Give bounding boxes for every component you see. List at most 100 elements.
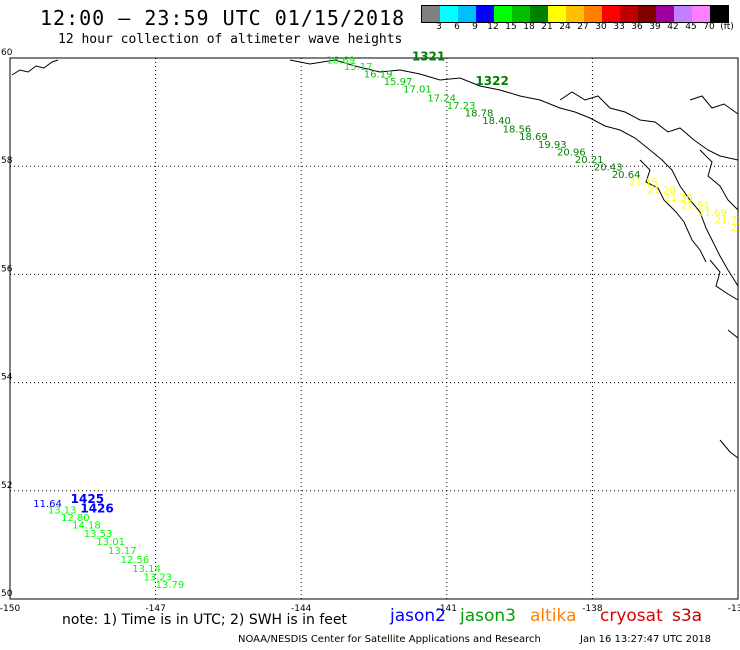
pass-number-label: 1322 (475, 74, 508, 88)
color-scale-label: 24 (559, 22, 571, 32)
wave-height-value: 13.01 (96, 537, 125, 548)
coastline-segment (719, 439, 739, 459)
wave-height-value: 13.17 (108, 546, 137, 557)
wave-height-value: 12.80 (61, 513, 90, 524)
satellite-legend-item: jason3 (460, 606, 516, 626)
page-title: 12:00 – 23:59 UTC 01/15/2018 (40, 6, 406, 30)
color-scale-label: 42 (667, 22, 679, 32)
coastline-segment (727, 329, 739, 339)
color-swatch (656, 6, 674, 22)
color-scale-label: 39 (649, 22, 661, 32)
color-scale-label: 70 (703, 22, 715, 32)
wave-height-value: 17.24 (427, 93, 456, 104)
satellite-legend-item: altika (530, 606, 577, 626)
satellite-legend-item: jason2 (390, 606, 446, 626)
footer-note: note: 1) Time is in UTC; 2) SWH is in fe… (62, 612, 348, 628)
pass-number-label: 1425 (71, 492, 104, 506)
color-swatch (512, 6, 530, 22)
color-swatch (566, 6, 584, 22)
page-subtitle: 12 hour collection of altimeter wave hei… (58, 32, 403, 47)
wave-height-value: 18.69 (519, 132, 548, 143)
wave-height-value: 16.69 (326, 55, 355, 66)
lon-tick-label: -144 (291, 604, 312, 614)
color-scale-label: 30 (595, 22, 607, 32)
color-scale-label: 21 (541, 22, 553, 32)
color-scale-label: 45 (685, 22, 697, 32)
lat-tick-label: 54 (1, 373, 13, 383)
color-swatch (548, 6, 566, 22)
wave-height-value: 18.56 (503, 125, 532, 136)
pass-number-label: 1426 (80, 501, 113, 515)
color-swatch (530, 6, 548, 22)
wave-height-labels: 16.6915.1716.1915.9717.0117.2417.2318.78… (33, 50, 740, 591)
color-swatch (458, 6, 476, 22)
coastline-segment (639, 159, 707, 263)
wave-height-value: 12.56 (121, 555, 150, 566)
coastline-segment (289, 59, 739, 287)
color-swatch (638, 6, 656, 22)
color-scale-label: 9 (472, 22, 478, 32)
color-scale-label: 18 (523, 22, 535, 32)
wave-height-value: 14.18 (72, 521, 101, 532)
color-swatch (422, 6, 440, 22)
graticule-grid (9, 57, 739, 600)
wave-height-value: 21.51 (681, 200, 710, 211)
wave-height-value: 21.15 (629, 178, 658, 189)
coastline-segment (559, 91, 739, 161)
wave-height-value: 21.69 (698, 208, 727, 219)
coastline-segment (709, 259, 739, 301)
wave-height-value: 13.79 (156, 580, 185, 591)
satellite-legend-item: s3a (672, 606, 703, 626)
color-scale-label: 27 (577, 22, 589, 32)
lon-tick-label: -147 (145, 604, 165, 614)
wave-height-value: 16.19 (364, 69, 393, 80)
coastline-segment (699, 149, 739, 211)
lat-tick-label: 58 (1, 156, 13, 166)
color-swatch (476, 6, 494, 22)
color-scale-label: (ft) (720, 22, 734, 32)
map-frame (9, 57, 739, 600)
wave-height-value: 15.97 (384, 77, 413, 88)
wave-height-value: 17.01 (403, 85, 432, 96)
color-scale-label: 15 (505, 22, 517, 32)
color-swatch (584, 6, 602, 22)
coastline-segment (689, 95, 739, 115)
color-scale-label: 33 (613, 22, 625, 32)
wave-height-value: 20.96 (557, 147, 586, 158)
wave-height-value: 13.14 (132, 564, 161, 575)
coastline-segment (11, 59, 59, 76)
pass-number-label: 1321 (412, 50, 445, 64)
wave-height-value: 11.64 (33, 499, 62, 510)
wave-height-value: 19.93 (538, 140, 567, 151)
color-scale-label: 36 (631, 22, 643, 32)
color-scale-label: 3 (436, 22, 442, 32)
color-swatch (692, 6, 710, 22)
lat-tick-label: 60 (1, 48, 13, 58)
wave-height-value: 20.43 (594, 163, 623, 174)
wave-height-value: 21.20 (647, 185, 676, 196)
color-scale-label: 6 (454, 22, 460, 32)
color-scale-bar (421, 5, 729, 23)
color-swatch (674, 6, 692, 22)
wave-height-value: 21.71 (715, 216, 740, 227)
wave-height-value: 17.23 (447, 101, 476, 112)
lat-tick-label: 52 (1, 481, 12, 491)
lat-tick-label: 50 (1, 589, 13, 599)
credit-text: NOAA/NESDIS Center for Satellite Applica… (238, 634, 541, 645)
lat-tick-label: 56 (1, 264, 13, 274)
satellite-legend-item: cryosat (600, 606, 663, 626)
wave-height-value: 15.17 (344, 62, 373, 73)
color-swatch (494, 6, 512, 22)
color-scale-label: 12 (487, 22, 499, 32)
lon-tick-label: -141 (437, 604, 457, 614)
axis-tick-labels: -150 -147 -144 -141 -138 -135 50 52 54 56 58 60 (0, 48, 740, 614)
lon-tick-label: -135 (728, 604, 740, 614)
color-swatch (602, 6, 620, 22)
color-swatch (620, 6, 638, 22)
wave-height-value: 21.19 (731, 223, 740, 234)
lon-tick-label: -138 (582, 604, 603, 614)
coastline (11, 59, 739, 459)
color-swatch (710, 6, 728, 22)
timestamp-text: Jan 16 13:27:47 UTC 2018 (580, 634, 712, 645)
color-swatch (440, 6, 458, 22)
